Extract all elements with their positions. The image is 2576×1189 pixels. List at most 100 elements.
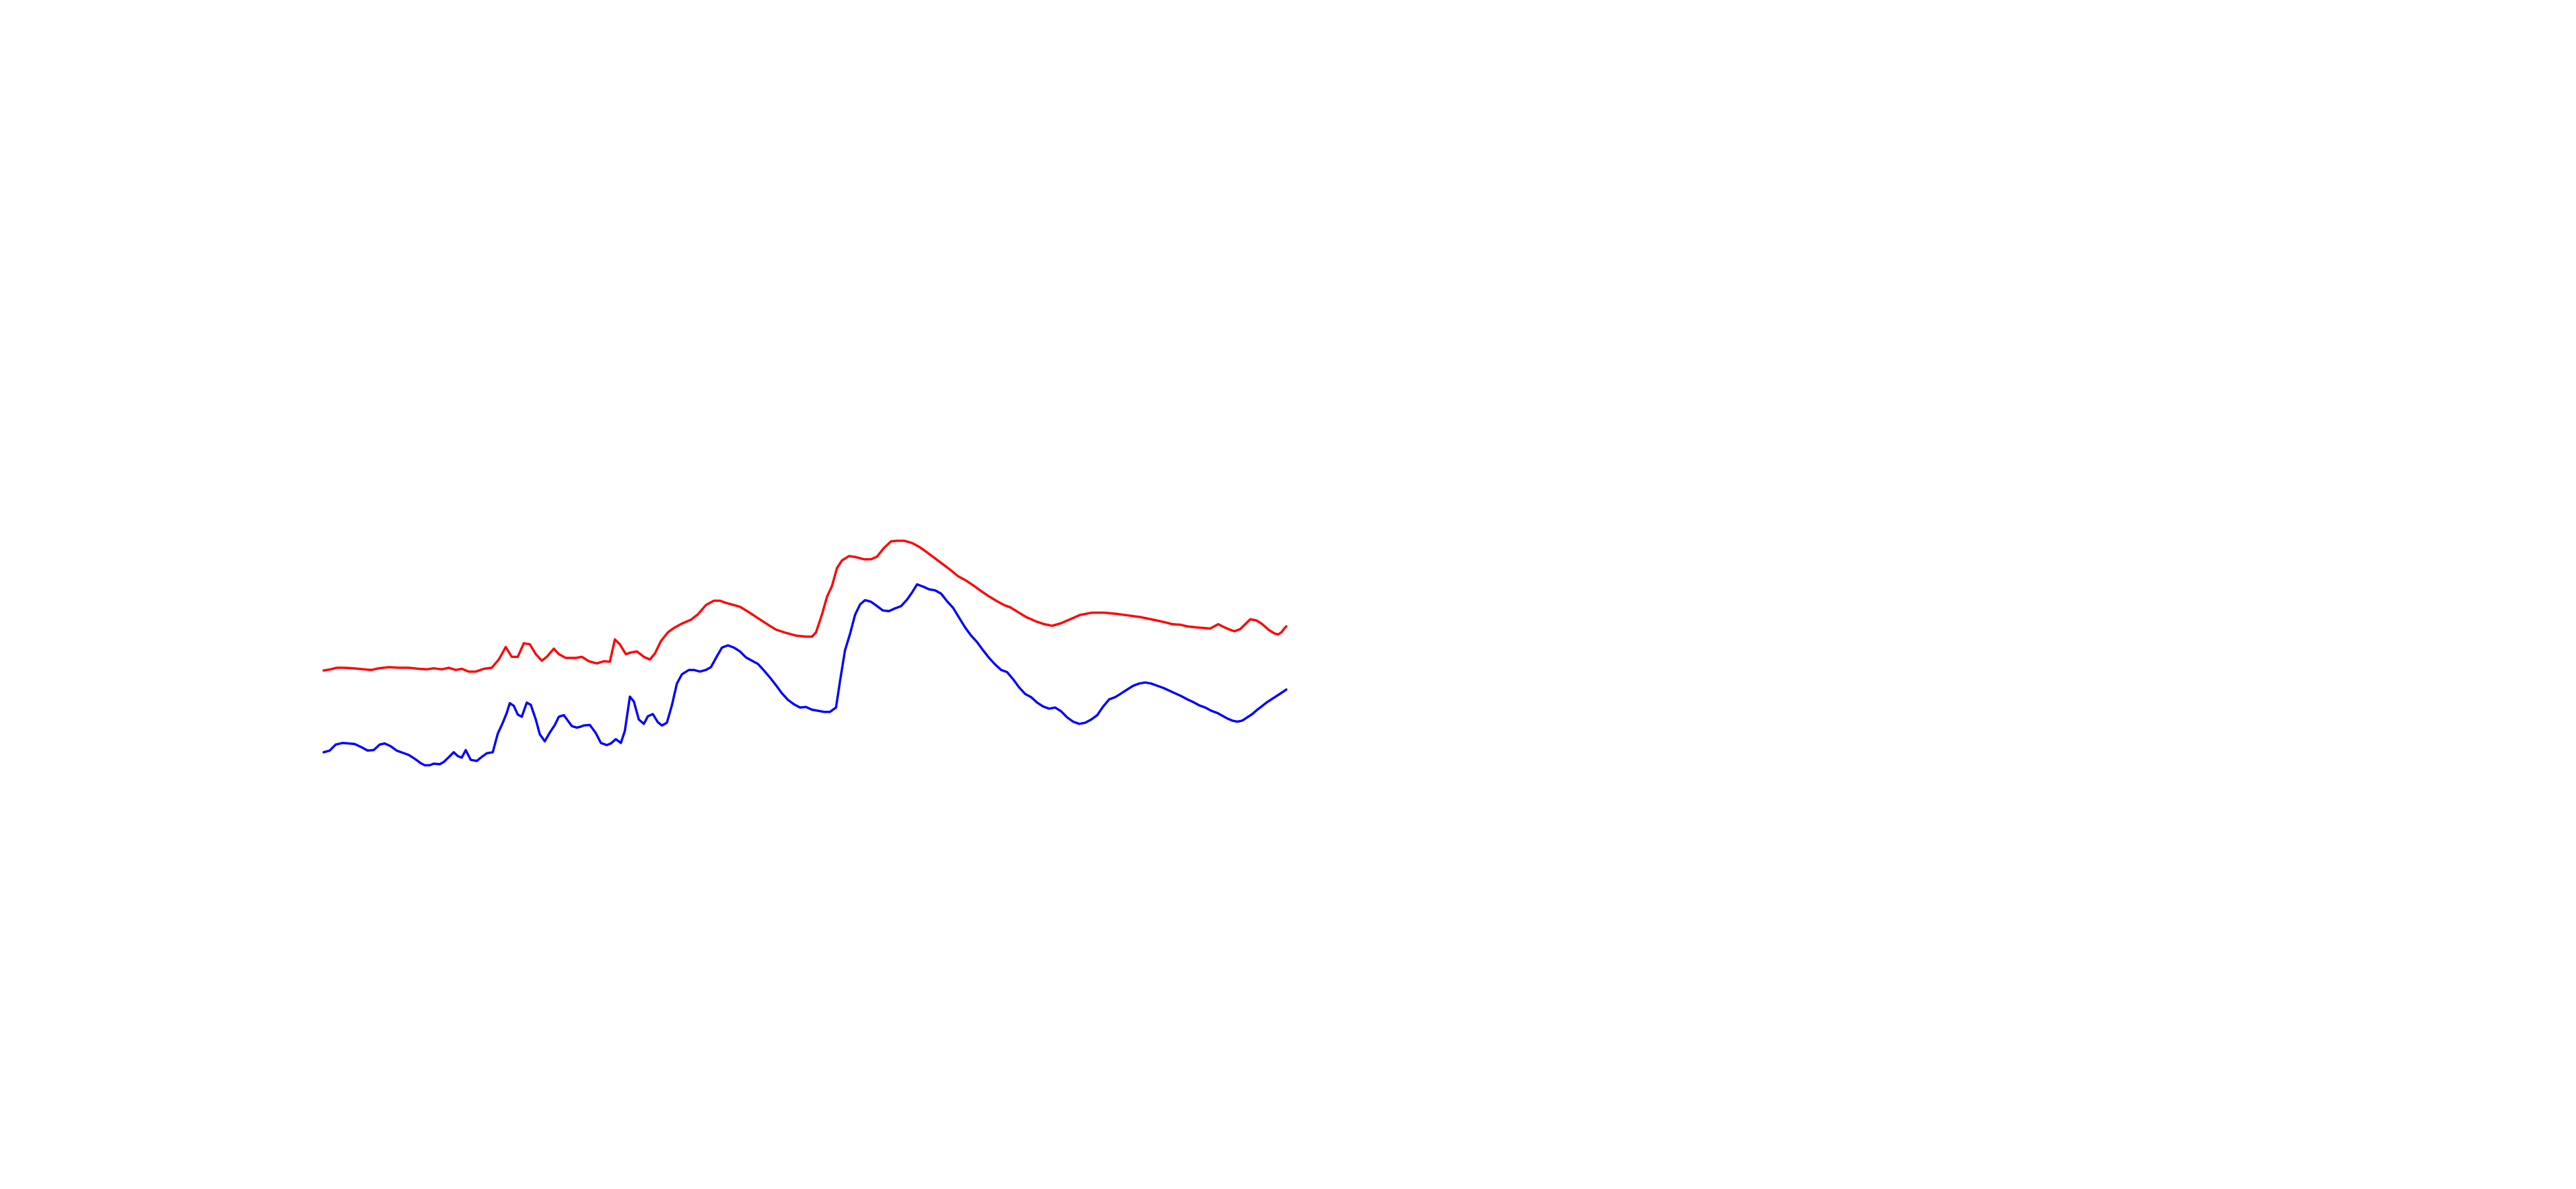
- series-2-point-136: [1055, 707, 1056, 708]
- series-2-point-67: [657, 721, 659, 723]
- series-2-point-125: [989, 657, 990, 659]
- series-1-point-14: [441, 668, 443, 670]
- series-2-point-28: [476, 760, 478, 762]
- series-2-point-133: [1036, 702, 1038, 703]
- series-2-point-93: [805, 706, 806, 707]
- series-2-point-56: [606, 744, 608, 746]
- series-2-point-163: [1217, 712, 1218, 713]
- series-2-point-172: [1262, 705, 1263, 707]
- series-1-point-39: [609, 661, 610, 663]
- series-2-point-55: [600, 742, 602, 744]
- series-1-point-102: [1059, 623, 1061, 624]
- series-2-point-122: [970, 635, 972, 636]
- series-2-point-130: [1019, 687, 1020, 688]
- series-1-point-32: [558, 653, 559, 655]
- series-2-point-39: [526, 702, 528, 703]
- series-2-point-87: [769, 677, 771, 678]
- series-2-point-81: [733, 647, 734, 648]
- series-1-point-81: [896, 540, 898, 542]
- series-2-point-32: [497, 733, 499, 735]
- series-1-point-89: [958, 575, 959, 577]
- series-1-point-104: [1079, 614, 1081, 616]
- series-1-point-131: [1277, 634, 1279, 635]
- series-2-point-137: [1061, 711, 1062, 712]
- series-2-point-153: [1157, 685, 1158, 686]
- series-1-point-110: [1147, 618, 1149, 620]
- series-1-point-51: [681, 623, 682, 624]
- series-1-point-96: [1009, 606, 1011, 608]
- series-1-point-58: [733, 604, 734, 606]
- series-2-point-27: [470, 759, 472, 760]
- series-2-point-21: [443, 762, 445, 763]
- series-1-point-82: [904, 540, 905, 542]
- series-1-point-47: [655, 653, 656, 654]
- series-2-point-77: [710, 667, 711, 668]
- series-1-point-41: [619, 643, 620, 645]
- series-1-point-49: [667, 631, 668, 633]
- series-2-point-95: [817, 710, 818, 711]
- series-1-point-112: [1166, 622, 1167, 623]
- series-2-point-166: [1232, 720, 1233, 721]
- series-2-point-54: [595, 733, 596, 734]
- series-1-point-133: [1283, 628, 1285, 630]
- series-1-point-15: [448, 667, 449, 668]
- series-2-point-18: [429, 765, 431, 766]
- series-1-point-36: [589, 661, 590, 662]
- series-2-point-20: [439, 764, 441, 765]
- series-2-point-169: [1246, 717, 1248, 718]
- series-1-point-123: [1234, 631, 1235, 632]
- series-1-point-16: [455, 669, 456, 670]
- series-2-point-16: [420, 762, 421, 764]
- series-2-point-0: [323, 752, 324, 753]
- series-1-point-113: [1172, 624, 1173, 625]
- series-1-point-59: [739, 606, 740, 608]
- series-2-point-10: [384, 743, 385, 744]
- series-1-point-120: [1217, 624, 1219, 625]
- series-2-point-33: [502, 722, 503, 723]
- series-1-point-21: [491, 667, 493, 668]
- series-2-point-13: [402, 752, 404, 754]
- series-1-point-44: [636, 651, 637, 652]
- series-1-point-11: [418, 668, 419, 670]
- series-2-point-170: [1252, 713, 1253, 715]
- series-1-point-101: [1052, 625, 1053, 626]
- series-2-point-94: [811, 709, 812, 710]
- series-2-point-164: [1223, 715, 1224, 717]
- series-2-point-68: [661, 725, 662, 726]
- series-1-point-94: [995, 600, 997, 601]
- series-2-point-124: [982, 650, 984, 651]
- series-2-point-73: [688, 669, 690, 670]
- series-2-point-174: [1271, 698, 1273, 700]
- series-2-point-128: [1007, 672, 1008, 673]
- series-2-point-90: [787, 700, 789, 701]
- series-2-point-31: [492, 752, 493, 753]
- series-2-point-150: [1139, 683, 1140, 684]
- series-1-point-76: [863, 559, 865, 560]
- series-1-point-78: [877, 556, 878, 558]
- series-2-point-171: [1257, 709, 1258, 710]
- series-2-point-177: [1285, 689, 1287, 690]
- series-2-point-126: [995, 664, 996, 665]
- series-1-point-33: [565, 657, 567, 659]
- series-2-point-92: [799, 707, 801, 708]
- series-2-point-82: [739, 651, 740, 652]
- series-2-point-173: [1267, 702, 1268, 703]
- series-2-point-159: [1193, 702, 1194, 703]
- series-2-point-158: [1186, 699, 1188, 700]
- series-1-point-97: [1017, 612, 1019, 613]
- series-2-point-144: [1102, 706, 1104, 707]
- series-2-point-165: [1227, 718, 1228, 719]
- series-1-point-38: [603, 661, 604, 662]
- series-2-point-60: [624, 731, 626, 732]
- series-1-point-103: [1069, 619, 1071, 620]
- series-1-point-55: [713, 600, 715, 601]
- series-2-point-61: [629, 696, 631, 698]
- series-1-point-64: [785, 632, 787, 633]
- series-1-point-95: [1003, 604, 1005, 606]
- series-2-point-1: [329, 750, 330, 751]
- series-2-point-7: [367, 750, 369, 751]
- series-2-point-162: [1211, 710, 1212, 711]
- series-2-point-118: [947, 600, 948, 602]
- series-2-point-51: [580, 726, 581, 727]
